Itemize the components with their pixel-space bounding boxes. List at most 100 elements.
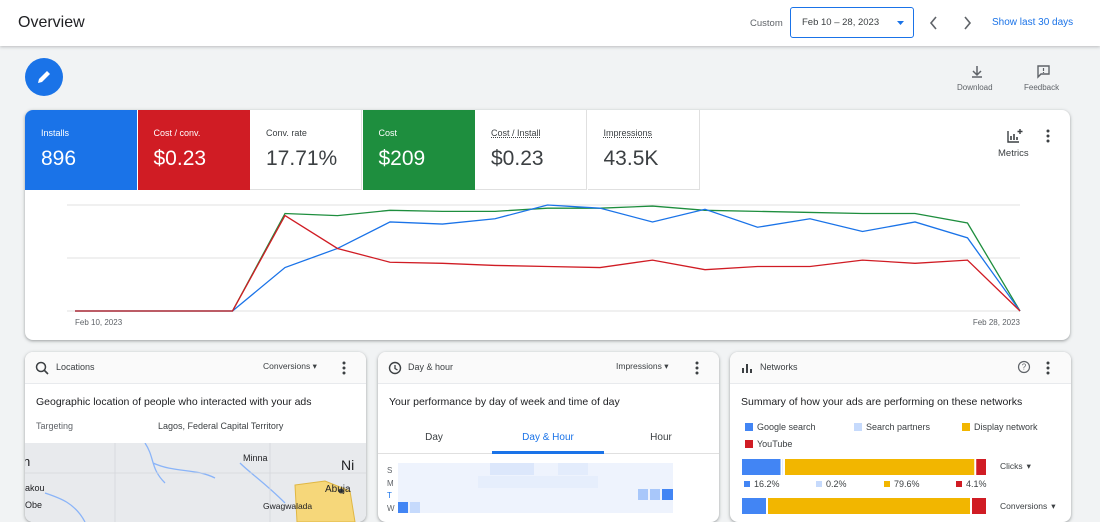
metric-select[interactable]: Conversions ▾: [263, 361, 317, 371]
legend-label: Display network: [974, 422, 1038, 432]
more-menu[interactable]: [1045, 128, 1051, 144]
day-label: W: [387, 503, 395, 513]
prev-button[interactable]: [928, 16, 940, 30]
metric-tile[interactable]: Conv. rate 17.71%: [250, 110, 362, 190]
card-title: Locations: [56, 362, 95, 372]
card-description: Your performance by day of week and time…: [389, 396, 620, 408]
legend-swatch: [854, 423, 862, 431]
value-swatch: [884, 481, 890, 487]
card-header: [378, 352, 719, 384]
card-description: Geographic location of people who intera…: [36, 396, 312, 408]
value-label: 0.2%: [826, 479, 847, 489]
edit-button[interactable]: [24, 57, 66, 99]
page-title: Overview: [18, 14, 85, 31]
bar-metric: Clicks: [1000, 461, 1023, 471]
metric-value: $0.23: [153, 147, 207, 170]
series-line: [75, 205, 1021, 312]
dropdown-arrow: ▾: [1051, 501, 1056, 511]
metric-value: $209: [378, 147, 426, 170]
tab[interactable]: Day & Hour: [522, 432, 574, 443]
legend-label: YouTube: [757, 439, 793, 449]
metric-label: Installs: [41, 128, 70, 138]
metric-select[interactable]: Impressions ▾: [616, 361, 669, 371]
performance-chart: Feb 10, 2023 Feb 28, 2023: [67, 204, 1021, 327]
value-swatch: [744, 481, 750, 487]
tab[interactable]: Hour: [650, 432, 672, 443]
value-label: 16.2%: [754, 479, 780, 489]
metrics-label[interactable]: Metrics: [998, 148, 1029, 159]
targeting-value: Lagos, Federal Capital Territory: [158, 421, 284, 431]
metric-tile[interactable]: Cost / Install $0.23: [475, 110, 587, 190]
bar-segment-decor: [742, 498, 766, 514]
card-header: [730, 352, 1071, 384]
place-label: Minna: [243, 453, 268, 463]
range-label: Custom: [750, 18, 783, 29]
date-picker[interactable]: Feb 10 – 28, 2023: [790, 7, 914, 38]
locations-card: Locations Conversions ▾ Geographic locat…: [25, 352, 366, 522]
metrics-icon[interactable]: [1007, 128, 1023, 143]
day-label: M: [387, 478, 394, 488]
legend-label: Google search: [757, 422, 816, 432]
place-label: Abuja: [325, 484, 351, 495]
value-swatch: [816, 481, 822, 487]
metric-label: Impressions: [603, 128, 653, 138]
download-label[interactable]: Download: [957, 83, 993, 92]
metric-tile[interactable]: Cost / conv. $0.23: [137, 110, 250, 190]
locations-icon: [35, 361, 49, 375]
targeting-label: Targeting: [36, 421, 74, 431]
overview-card: Installs 896 Cost / conv. $0.23 Conv. rate 17…: [25, 110, 1070, 340]
place-label: Obe: [25, 500, 43, 510]
bar-segment: [742, 459, 781, 475]
shortcut-link[interactable]: Show last 30 days: [992, 17, 1074, 28]
x-axis-label: Feb 10, 2023: [75, 318, 123, 327]
value-label: 79.6%: [894, 479, 920, 489]
tab[interactable]: Day: [425, 432, 443, 443]
bar-segment-decor: [972, 498, 986, 514]
heatmap: [398, 463, 673, 513]
metric-tile[interactable]: Installs 896: [25, 110, 137, 190]
metric-tile[interactable]: Impressions 43.5K: [587, 110, 700, 190]
legend-swatch: [745, 440, 753, 448]
card-description: Summary of how your ads are performing o…: [741, 396, 1023, 408]
bar-segment: [782, 459, 784, 475]
metric-value: $0.23: [491, 147, 544, 170]
legend-label: Search partners: [866, 422, 931, 432]
metric-label: Cost / Install: [491, 128, 541, 138]
download-icon[interactable]: [970, 65, 984, 79]
place-label: Ni: [341, 457, 355, 473]
day-hour-card: Day & hour Impressions ▾ Your performanc…: [378, 352, 719, 522]
x-axis-label: Feb 28, 2023: [973, 318, 1021, 327]
metric-label: Cost: [378, 128, 398, 138]
dropdown-arrow: [897, 21, 904, 25]
metric-value: 896: [41, 147, 77, 170]
metric-label: Conv. rate: [266, 128, 307, 138]
clock-icon: [388, 361, 402, 375]
series-line: [75, 214, 1021, 312]
more-menu[interactable]: [341, 360, 347, 376]
bar-metric-select[interactable]: Clicks ▾: [1000, 462, 1031, 471]
day-label: S: [387, 466, 393, 475]
legend-swatch: [745, 423, 753, 431]
bar-metric-select[interactable]: Conversions ▾: [1000, 502, 1056, 511]
card-header: [25, 352, 366, 384]
card-title: Day & hour: [408, 362, 454, 372]
stacked-bar: [742, 459, 986, 514]
more-menu[interactable]: [1045, 360, 1051, 376]
dropdown-arrow: ▾: [1026, 461, 1031, 471]
tab-indicator: [492, 451, 604, 454]
place-label: Gwagwalada: [263, 501, 313, 511]
next-button[interactable]: [961, 16, 973, 30]
bar-segment-decor: [768, 498, 970, 514]
feedback-label[interactable]: Feedback: [1024, 83, 1060, 92]
place-label: akou: [25, 483, 45, 493]
day-label: T: [387, 491, 392, 500]
more-menu[interactable]: [694, 360, 700, 376]
metric-tile[interactable]: Cost $209: [362, 110, 475, 190]
date-range: Feb 10 – 28, 2023: [802, 17, 880, 28]
feedback-icon[interactable]: [1036, 64, 1051, 79]
card-title: Networks: [760, 362, 798, 372]
metric-label: Cost / conv.: [153, 128, 201, 138]
help-icon[interactable]: ?: [1017, 360, 1031, 374]
bar-segment: [784, 459, 975, 475]
